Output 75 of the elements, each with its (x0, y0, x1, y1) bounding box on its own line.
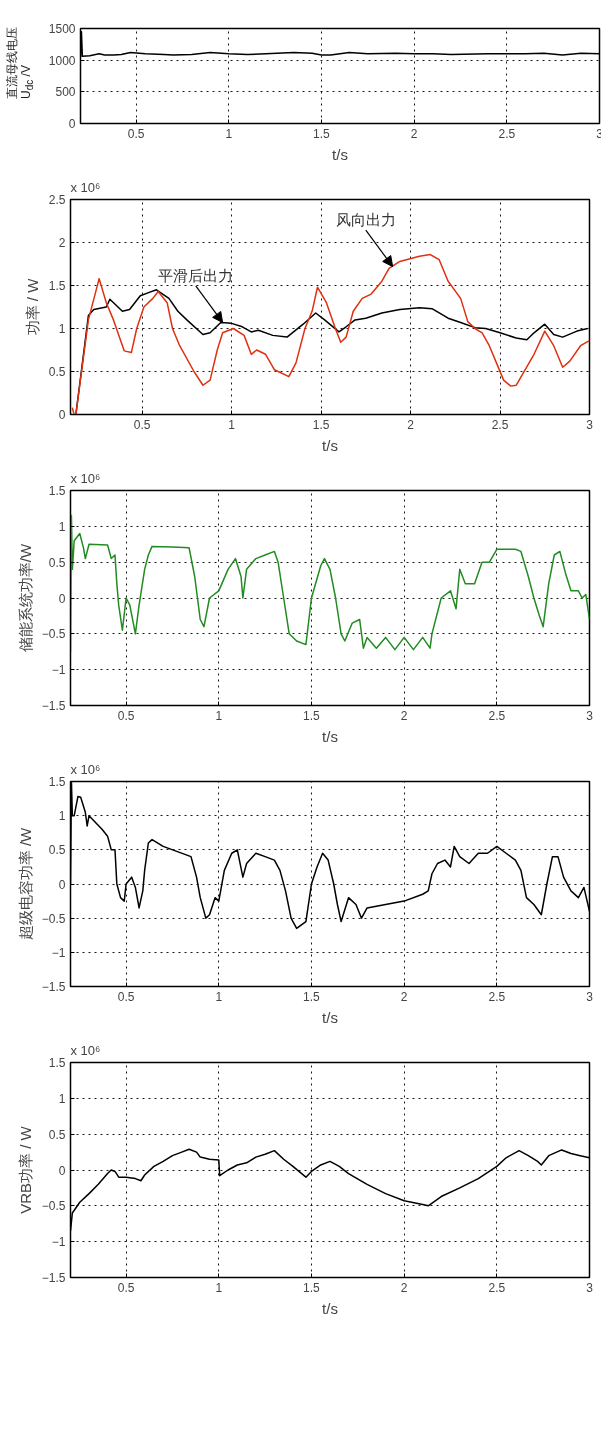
x-axis-title: t/s (322, 1008, 338, 1026)
y-tick-label: −1.5 (41, 1271, 66, 1285)
annotation: 风向出力 (335, 210, 396, 228)
x-tick-label: 1.5 (303, 989, 321, 1004)
y-tick-label: −0.5 (41, 627, 66, 642)
x-tick-label: 3 (586, 1280, 594, 1295)
y-tick-label: 1 (58, 519, 66, 534)
x-tick-label: 2.5 (488, 708, 506, 723)
y-tick-label: −1 (51, 1235, 66, 1250)
y-tick-label: −1 (51, 945, 66, 960)
x-tick-label: 2 (400, 1280, 408, 1295)
y-tick-label: 0.5 (48, 1127, 66, 1142)
x-tick-label: 0.5 (127, 126, 145, 141)
x-tick-label: 1 (215, 989, 223, 1004)
y-tick-label: −1.5 (41, 699, 66, 713)
x-axis-title: t/s (322, 436, 338, 454)
text: x 10⁶ (70, 1042, 101, 1058)
y-tick-label: 0 (58, 591, 66, 606)
x-tick-label: 1.5 (313, 126, 331, 141)
text: x 10⁶ (70, 470, 101, 486)
y-tick-label: −1 (51, 663, 66, 678)
x-tick-label: 1.5 (303, 1280, 321, 1295)
x-tick-label: 3 (586, 708, 594, 723)
x-tick-label: 2.5 (488, 1280, 506, 1295)
y-axis-title: 储能系统功率/W (16, 543, 34, 653)
y-tick-label: 1500 (48, 22, 76, 36)
y-axis-title: VRB功率 / W (16, 1125, 34, 1214)
x-tick-label: 0.5 (133, 417, 151, 432)
x-tick-label: 0.5 (117, 989, 135, 1004)
x-tick-label: 2.5 (491, 417, 509, 432)
y-tick-label: 0 (58, 877, 66, 892)
x-tick-label: 0.5 (117, 1280, 135, 1295)
x-tick-label: 2.5 (498, 126, 516, 141)
x-tick-label: 1.5 (303, 708, 321, 723)
y-tick-label: 1.5 (48, 775, 66, 789)
x-tick-label: 3 (586, 417, 594, 432)
x-tick-label: 2 (410, 126, 418, 141)
y-tick-label: 0 (58, 1163, 66, 1178)
y-tick-label: 1.5 (48, 484, 66, 498)
x-tick-label: 2 (407, 417, 415, 432)
y-tick-label: −0.5 (41, 1199, 66, 1214)
y-tick-label: 500 (55, 85, 76, 100)
x-tick-label: 0.5 (117, 708, 135, 723)
text: x 10⁶ (70, 179, 101, 195)
x-axis-title: t/s (332, 145, 348, 163)
x-tick-label: 1 (215, 708, 223, 723)
y-axis-title: 超级电容功率 /W (16, 826, 34, 941)
y-tick-label: 2 (58, 236, 66, 250)
x-tick-label: 2.5 (488, 989, 506, 1004)
y-tick-label: 1.5 (48, 279, 66, 293)
x-tick-label: 1 (215, 1280, 223, 1295)
y-tick-label: −1.5 (41, 980, 66, 994)
y-tick-label: 2.5 (48, 193, 66, 207)
y-tick-label: 1 (58, 809, 66, 824)
x-tick-label: 2 (400, 989, 408, 1004)
x-tick-label: 3 (586, 989, 594, 1004)
x-axis-title: t/s (322, 727, 338, 745)
y-tick-label: 1.5 (48, 1056, 66, 1070)
y-tick-label: 0.5 (48, 843, 66, 858)
y-tick-label: 0 (58, 408, 66, 422)
y-tick-label: 0.5 (48, 365, 66, 379)
y-tick-label: 1 (58, 322, 66, 336)
y-axis-title: 功率 / W (23, 277, 41, 336)
text: x 10⁶ (70, 761, 101, 777)
y-tick-label: 0 (68, 117, 76, 131)
y-tick-label: 1000 (48, 53, 76, 68)
x-tick-label: 2 (400, 708, 408, 723)
x-tick-label: 1 (228, 417, 236, 432)
y-tick-label: −0.5 (41, 911, 66, 926)
y-tick-label: 1 (58, 1091, 66, 1106)
x-tick-label: 1.5 (312, 417, 330, 432)
x-tick-label: 1 (225, 126, 233, 141)
annotation: 平滑后出力 (158, 266, 234, 284)
y-tick-label: 0.5 (48, 555, 66, 570)
x-axis-title: t/s (322, 1299, 338, 1317)
